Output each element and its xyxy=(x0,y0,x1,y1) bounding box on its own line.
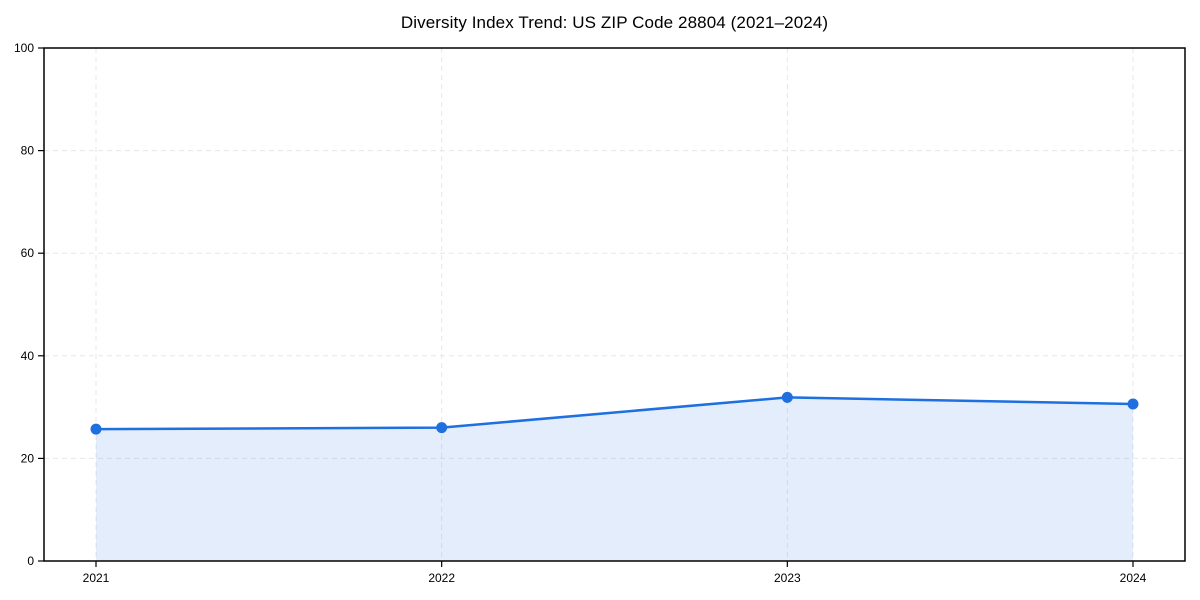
y-tick-label-0: 0 xyxy=(27,554,34,568)
area-fill xyxy=(96,397,1133,561)
y-tick-label-40: 40 xyxy=(21,349,35,363)
x-tick-label-2021: 2021 xyxy=(83,571,110,585)
y-tick-label-60: 60 xyxy=(21,246,35,260)
data-point-2024 xyxy=(1127,398,1139,410)
x-tick-label-2022: 2022 xyxy=(428,571,455,585)
x-tick-label-2023: 2023 xyxy=(774,571,801,585)
data-point-2021 xyxy=(90,423,102,435)
trend-line xyxy=(94,396,1135,431)
y-tick-label-100: 100 xyxy=(14,41,34,55)
axes-box xyxy=(43,47,1186,562)
x-tick-label-2024: 2024 xyxy=(1120,571,1147,585)
data-point-2022 xyxy=(436,422,448,434)
y-tick-label-20: 20 xyxy=(21,451,35,465)
chart-title: Diversity Index Trend: US ZIP Code 28804… xyxy=(400,13,829,32)
data-point-2023 xyxy=(781,391,793,403)
y-tick-label-80: 80 xyxy=(21,144,35,158)
